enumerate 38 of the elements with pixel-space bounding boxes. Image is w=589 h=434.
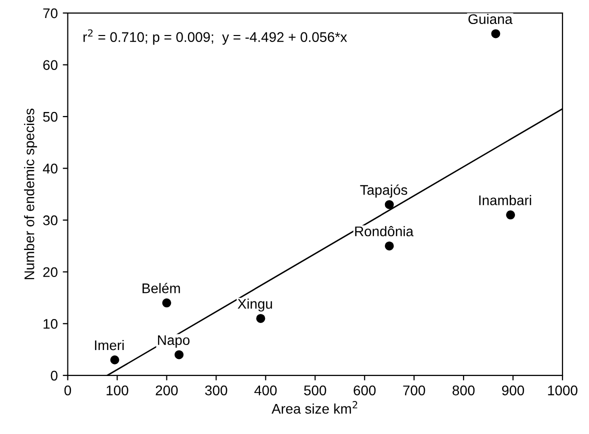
- x-tick-label: 500: [304, 386, 326, 396]
- y-tick-label: 70: [43, 8, 58, 18]
- x-tick-label: 200: [156, 386, 178, 396]
- y-tick-label: 40: [42, 164, 58, 174]
- point: [162, 298, 172, 308]
- x-tick-label: 400: [254, 386, 277, 396]
- x-tick-label: 700: [403, 386, 426, 396]
- annotation: Xingu: [238, 298, 272, 312]
- point: [384, 200, 394, 210]
- x-tick-label: 600: [354, 386, 376, 396]
- annotation: Guiana: [468, 14, 513, 24]
- y-tick-label: 0: [50, 370, 58, 381]
- annotation: Imeri: [95, 340, 124, 350]
- x-tick-label: 900: [502, 386, 524, 396]
- annotation: Belém: [142, 282, 180, 294]
- x-tick-label: 0: [64, 386, 72, 396]
- x-tick-label: 800: [452, 386, 475, 396]
- point: [506, 210, 516, 220]
- annotation: Napo: [158, 335, 190, 348]
- annotation: Rondônia: [355, 226, 414, 236]
- y-tick-label: 30: [43, 215, 58, 226]
- point: [174, 350, 184, 360]
- x-tick-label: 100: [106, 386, 128, 396]
- annotation: Inambari: [479, 195, 532, 206]
- point: [491, 29, 500, 38]
- y-axis-title: Number of endemic species: [24, 108, 38, 280]
- annotation: r$^{2}$ = 0.710; p = 0.009; y = -4.492 + 0.056*x: [84, 29, 348, 45]
- y-tick-label: 10: [44, 318, 58, 329]
- x-axis-title: Area size km$^{2}$: [272, 401, 358, 414]
- point: [256, 314, 266, 323]
- point: [110, 355, 120, 364]
- y-tick-label: 20: [43, 267, 58, 278]
- x-tick-label: 1000: [548, 386, 578, 396]
- y-tick-label: 60: [43, 60, 58, 70]
- y-tick-label: 50: [43, 112, 58, 122]
- x-tick-label: 300: [205, 386, 228, 396]
- annotation: Tapajós: [360, 184, 408, 198]
- point: [384, 241, 394, 250]
